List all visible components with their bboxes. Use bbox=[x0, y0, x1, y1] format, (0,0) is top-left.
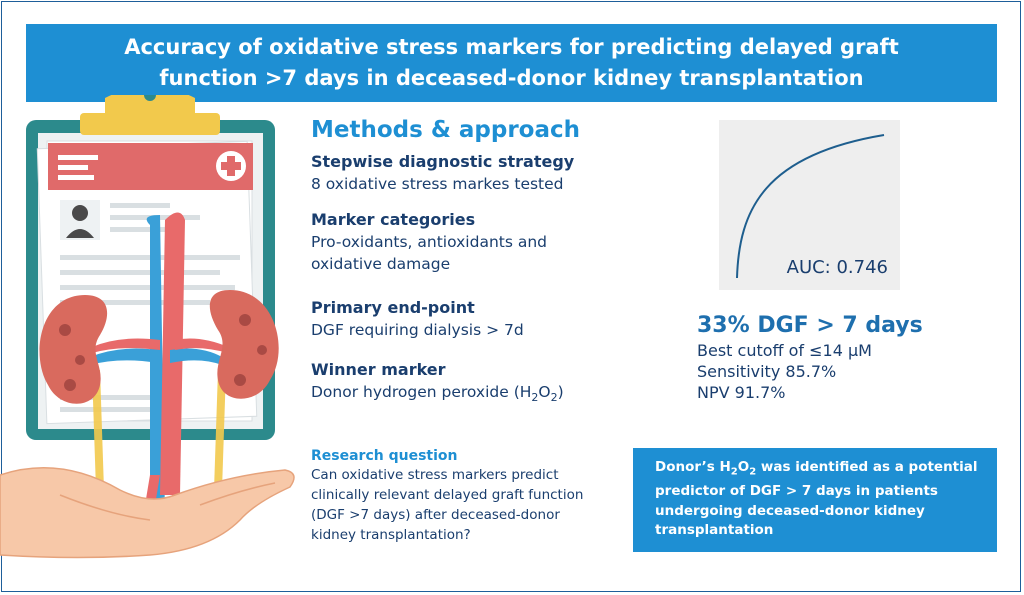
kidney-icon bbox=[209, 290, 279, 399]
conclusion-box: Donor’s H2O2 was identified as a potenti… bbox=[633, 448, 997, 552]
result-line: Best cutoff of ≤14 µM bbox=[697, 341, 872, 360]
title-line-2: function >7 days in deceased-donor kidne… bbox=[159, 66, 864, 90]
blood-vessels bbox=[90, 212, 228, 535]
method-item-heading: Marker categories bbox=[311, 210, 476, 229]
conclusion-line: undergoing deceased-donor kidney bbox=[655, 502, 925, 519]
result-line: NPV 91.7% bbox=[697, 383, 786, 402]
title-banner: Accuracy of oxidative stress markers for… bbox=[26, 24, 997, 102]
method-item-heading: Stepwise diagnostic strategy bbox=[311, 152, 575, 171]
methods-section: Methods & approach Stepwise diagnostic s… bbox=[311, 115, 641, 409]
method-item-categories: Marker categories Pro-oxidants, antioxid… bbox=[311, 209, 641, 275]
methods-heading: Methods & approach bbox=[311, 117, 581, 143]
method-item-text: oxidative damage bbox=[311, 255, 451, 273]
title-line-1: Accuracy of oxidative stress markers for… bbox=[124, 35, 899, 59]
research-question-line: Can oxidative stress markers predict bbox=[311, 467, 559, 483]
kidney-icon bbox=[39, 295, 108, 404]
method-item-text: Pro-oxidants, antioxidants and bbox=[311, 233, 548, 251]
roc-curve bbox=[736, 134, 885, 279]
hand-icon bbox=[0, 467, 295, 559]
method-item-endpoint: Primary end-point DGF requiring dialysis… bbox=[311, 297, 641, 341]
method-item-winner: Winner marker Donor hydrogen peroxide (H… bbox=[311, 359, 641, 409]
patient-avatar-icon bbox=[60, 200, 100, 240]
method-item-text: 8 oxidative stress markes tested bbox=[311, 175, 564, 193]
method-item-text: Donor hydrogen peroxide (H2O2) bbox=[311, 383, 564, 405]
research-question-line: clinically relevant delayed graft functi… bbox=[311, 487, 584, 503]
method-item-strategy: Stepwise diagnostic strategy 8 oxidative… bbox=[311, 151, 641, 195]
method-item-heading: Winner marker bbox=[311, 360, 446, 379]
auc-label: AUC: 0.746 bbox=[786, 257, 888, 278]
conclusion-line: predictor of DGF > 7 days in patients bbox=[655, 483, 938, 500]
medical-cross-icon bbox=[216, 151, 246, 181]
research-question-heading: Research question bbox=[311, 448, 458, 464]
conclusion-line: transplantation bbox=[655, 522, 774, 539]
results-section: 33% DGF > 7 days Best cutoff of ≤14 µM S… bbox=[697, 312, 997, 403]
research-question-line: kidney transplantation? bbox=[311, 527, 471, 543]
kidney-illustration bbox=[0, 95, 295, 559]
results-headline: 33% DGF > 7 days bbox=[697, 313, 923, 338]
method-item-heading: Primary end-point bbox=[311, 298, 475, 317]
result-line: Sensitivity 85.7% bbox=[697, 362, 837, 381]
research-question-line: (DGF >7 days) after deceased-donor bbox=[311, 507, 560, 523]
conclusion-line: Donor’s H2O2 was identified as a potenti… bbox=[655, 459, 978, 478]
method-item-text: DGF requiring dialysis > 7d bbox=[311, 321, 524, 339]
roc-curve-panel: AUC: 0.746 bbox=[719, 120, 900, 290]
research-question: Research question Can oxidative stress m… bbox=[311, 447, 631, 545]
